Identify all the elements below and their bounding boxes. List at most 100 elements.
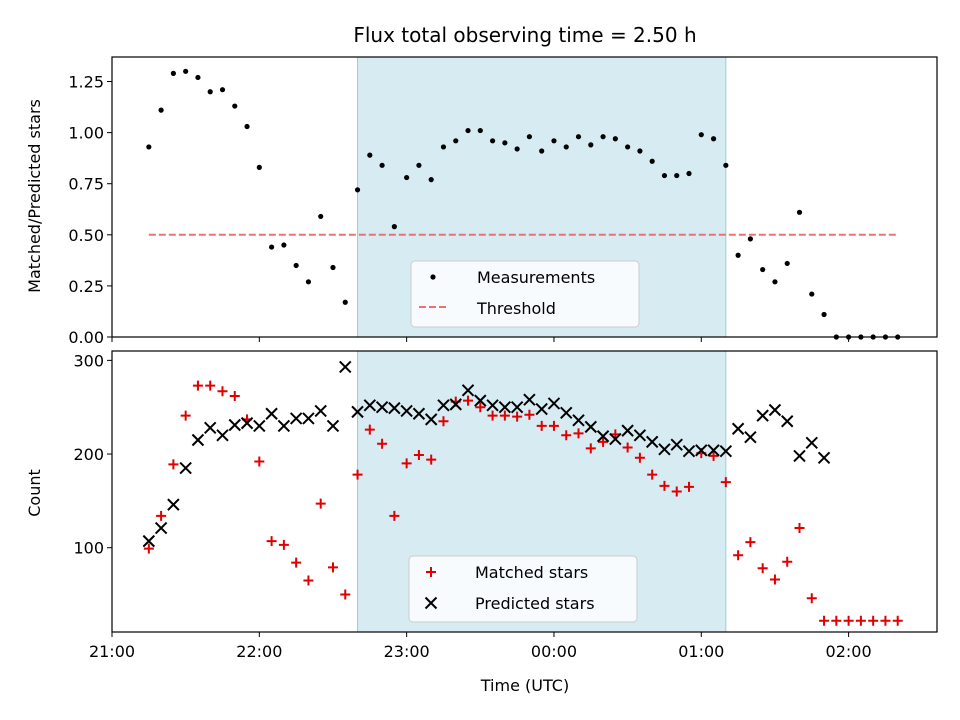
matched-stars-point [720,477,731,488]
measurements-point [588,142,594,148]
matched-stars-point [487,410,498,421]
matched-stars-point [156,510,167,521]
legend-predicted-stars-marker [424,596,438,610]
matched-stars-point [659,480,670,491]
top-y-tick-label: 0.00 [68,328,104,347]
measurements-point [661,172,668,179]
matched-stars-point [303,575,314,586]
legend-matched-stars-label: Matched stars [475,563,588,582]
measurements-point [514,146,520,152]
predicted-stars-point [314,404,327,418]
measurements-point [772,279,778,285]
matched-stars-point [819,615,830,626]
measurements-point [158,107,164,113]
x-tick-label: 22:00 [236,642,282,661]
measurements-point [428,177,434,183]
predicted-stars-point [167,498,180,511]
matched-stars-point [573,428,584,439]
matched-stars-point [463,395,474,406]
matched-stars-point [671,486,682,497]
matched-stars-point [205,380,216,391]
legend-measurements-marker [430,274,436,280]
predicted-stars-point [658,443,671,456]
matched-stars-point [634,452,645,463]
matched-stars-point [254,456,265,467]
matched-stars-point [524,409,535,420]
matched-stars-point [585,443,596,454]
matched-stars-point [499,410,510,421]
measurements-point [563,144,569,150]
predicted-stars-point [412,407,426,420]
matched-stars-point [426,454,437,465]
top-axes-frame [111,56,938,338]
measurements-point [440,144,447,150]
measurements-point [453,138,459,144]
predicted-stars-point [781,415,794,428]
measurements-point [489,138,496,144]
matched-stars-point [291,557,302,568]
matched-stars-point [843,615,854,626]
measurements-point [244,123,250,130]
predicted-stars-point [424,413,438,426]
top-y-tick-label: 0.25 [68,277,104,296]
matched-stars-point [880,615,891,626]
predicted-stars-point [302,412,315,425]
measurements-point [551,138,557,144]
predicted-stars-point [204,421,217,435]
measurements-point [502,140,508,146]
predicted-stars-point [289,412,303,425]
predicted-stars-point [523,393,536,406]
predicted-stars-point [339,360,352,374]
measurements-point [735,252,741,258]
measurements-point [539,148,545,154]
matched-stars-point [401,458,412,469]
matched-stars-point [794,523,805,534]
measurements-point [747,236,753,242]
predicted-stars-point [449,398,462,411]
bottom-y-tick-label: 200 [73,445,104,464]
plot-layer: 0.00 0.25 0.50 0.75 1.00 1.25 Measurements Thre… [68,56,938,661]
measurements-point [698,132,704,138]
predicted-stars-point [363,399,377,412]
predicted-stars-point [277,419,291,433]
measurements-point [796,209,803,215]
measurements-point [809,291,815,297]
measurements-point [232,103,238,109]
top-y-axis-label: Matched/Predicted stars [25,99,44,293]
predicted-stars-point [351,405,364,419]
chart-title: Flux total observing time = 2.50 h [353,23,696,47]
matched-stars-point [708,450,719,461]
measurements-point [526,134,533,140]
measurements-point [293,262,299,269]
x-tick-label: 21:00 [89,642,135,661]
measurements-point [637,148,643,154]
legend-matched-stars-marker [426,567,436,577]
matched-stars-point [229,390,240,401]
matched-stars-point [266,536,277,547]
predicted-stars-point [461,384,475,397]
bottom-axes-frame [111,350,938,633]
matched-stars-point [168,459,179,470]
measurements-point [821,311,827,318]
measurements-point [612,136,618,142]
predicted-stars-point [560,406,573,420]
predicted-stars-point [253,419,266,433]
matched-stars-point [143,543,154,554]
measurements-point [146,144,152,150]
predicted-stars-point [805,436,818,450]
x-axis-label: Time (UTC) [480,676,569,695]
measurements-point [354,187,361,193]
measurements-point [674,172,680,179]
measurements-point [318,213,324,220]
matched-stars-point [536,420,547,431]
top-y-tick-label: 0.50 [68,226,104,245]
measurements-point [600,134,606,140]
x-tick-label: 00:00 [531,642,577,661]
bottom-y-axis-label: Count [25,469,44,517]
matched-stars-point [598,436,609,447]
matched-stars-point [315,498,326,509]
x-tick-label: 02:00 [826,642,872,661]
measurements-point [391,224,397,230]
matched-stars-point [340,589,351,600]
